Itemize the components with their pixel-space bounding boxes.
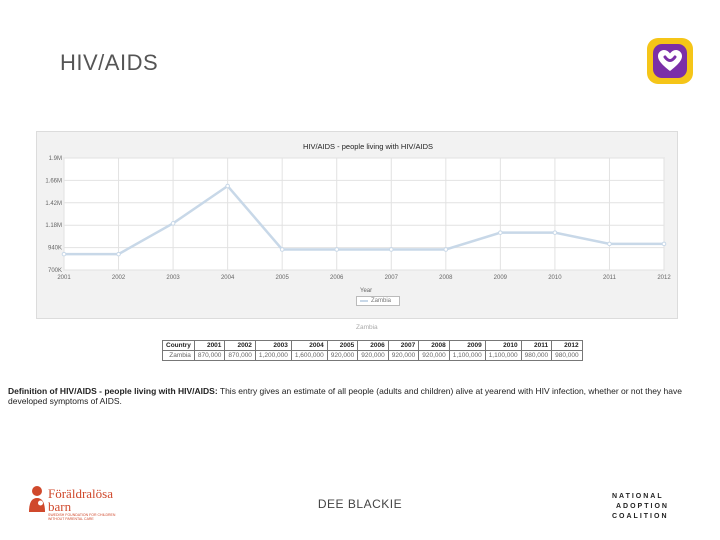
national-adoption-coalition-logo: NATIONAL ADOPTION COALITION [612,492,669,522]
definition-text: Definition of HIV/AIDS - people living w… [8,386,708,406]
table-header-cell: 2002 [224,340,256,351]
legend[interactable]: Zambia [356,296,400,306]
legend-swatch [360,300,368,302]
table-header-cell: 2012 [551,340,583,351]
data-point [607,241,612,247]
table-header-cell: 2010 [484,340,522,351]
data-point [388,247,394,252]
data-point [498,230,503,235]
y-tick-label: 1.66M [45,178,62,184]
data-point [334,247,340,252]
y-tick-label: 940K [48,246,62,252]
x-tick-label: 2003 [166,275,180,281]
definition-body: This entry gives an estimate of all peop… [8,386,682,406]
nac-line: ADOPTION [616,503,669,510]
x-tick-label: 2010 [548,275,562,281]
table-header-cell: 2004 [290,340,328,351]
x-tick-label: 2002 [112,275,126,281]
table-cell: 1,600,000 [290,350,328,361]
data-point [552,230,558,235]
series-line [64,184,664,256]
chart-title: HIV/AIDS - people living with HIV/AIDS [302,142,434,151]
plot-area [63,157,665,271]
x-tick-label: 2008 [439,275,453,281]
table-header-cell: 2007 [387,340,420,351]
table-cell: 920,000 [418,350,450,361]
y-tick-label: 1.18M [45,223,62,229]
x-tick-label: 2012 [657,275,671,281]
data-table: Country 2001 2002 2003 2004 2005 2006 20… [162,340,583,361]
y-tick-label: 1.42M [45,201,62,207]
y-tick-label: 700K [48,268,62,274]
app-logo [647,38,693,84]
x-axis-title: Year [360,288,373,294]
table-header-cell: 2001 [193,340,226,351]
x-tick-label: 2009 [494,275,508,281]
table-cell: 920,000 [326,350,359,361]
table-header-cell: 2003 [254,340,292,351]
x-tick-label: 2004 [221,275,235,281]
logo-sublines: SWEDISH FOUNDATION FOR CHILDREN WITHOUT … [48,513,115,521]
slide-title: HIV/AIDS [60,50,159,75]
table-header-cell: 2005 [326,340,359,351]
logo-name-line1: Föräldralösa [48,486,113,501]
x-tick-label: 2011 [603,275,617,281]
table-row: Zambia 870,000 870,000 1,200,000 1,600,0… [162,350,583,361]
data-point [170,221,176,226]
table-header-cell: 2008 [418,340,450,351]
x-tick-label: 2005 [276,275,290,281]
table-cell: 920,000 [357,350,389,361]
table-cell: 920,000 [387,350,420,361]
table-cell: 1,100,000 [448,350,486,361]
data-point [443,247,449,252]
table-header-cell: 2006 [357,340,389,351]
data-point [661,241,667,247]
table-cell: 980,000 [520,350,553,361]
data-point [61,251,67,257]
table-header-cell: Country [162,340,195,351]
logo-name-line2: barn [48,499,72,514]
legend-label: Zambia [371,298,392,304]
table-cell: 980,000 [551,350,583,361]
foraldralosa-barn-logo: Föräldralösa barn [29,486,113,514]
table-cell: 1,200,000 [254,350,292,361]
table-header-cell: 2009 [448,340,486,351]
table-cell: 870,000 [193,350,226,361]
y-tick-label: 1.9M [49,156,62,162]
line-chart: 700K 940K 1.18M 1.42M 1.66M 1.9M 2001 2002 2003 2… [45,156,671,281]
table-header-cell: 2011 [520,340,553,351]
nac-line: NATIONAL [612,493,664,500]
data-point [279,247,285,252]
table-header-row: Country 2001 2002 2003 2004 2005 2006 20… [162,340,583,351]
logo-subline: WITHOUT PARENTAL CARE [48,517,94,521]
nac-line: COALITION [612,513,669,520]
table-cell: 1,100,000 [484,350,522,361]
table-caption: Zambia [356,324,378,331]
data-point [225,183,230,189]
data-point [116,251,121,257]
table-cell: Zambia [162,350,195,361]
logo-subline: SWEDISH FOUNDATION FOR CHILDREN [48,513,116,517]
x-tick-label: 2006 [330,275,344,281]
x-tick-label: 2007 [385,275,399,281]
table-cell: 870,000 [224,350,256,361]
heart-icon [658,50,682,71]
x-tick-label: 2001 [57,275,71,281]
definition-label: Definition of HIV/AIDS - people living w… [8,386,218,396]
footer-author: DEE BLACKIE [317,497,403,511]
